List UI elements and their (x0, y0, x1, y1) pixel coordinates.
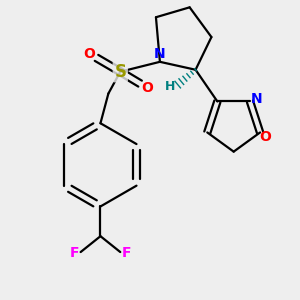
Text: H: H (165, 80, 175, 93)
Text: N: N (154, 47, 166, 61)
Text: O: O (141, 81, 153, 94)
Text: O: O (84, 47, 95, 61)
Text: F: F (70, 246, 80, 260)
Text: F: F (122, 246, 131, 260)
Text: N: N (251, 92, 263, 106)
Text: S: S (114, 63, 126, 81)
Text: O: O (259, 130, 271, 144)
